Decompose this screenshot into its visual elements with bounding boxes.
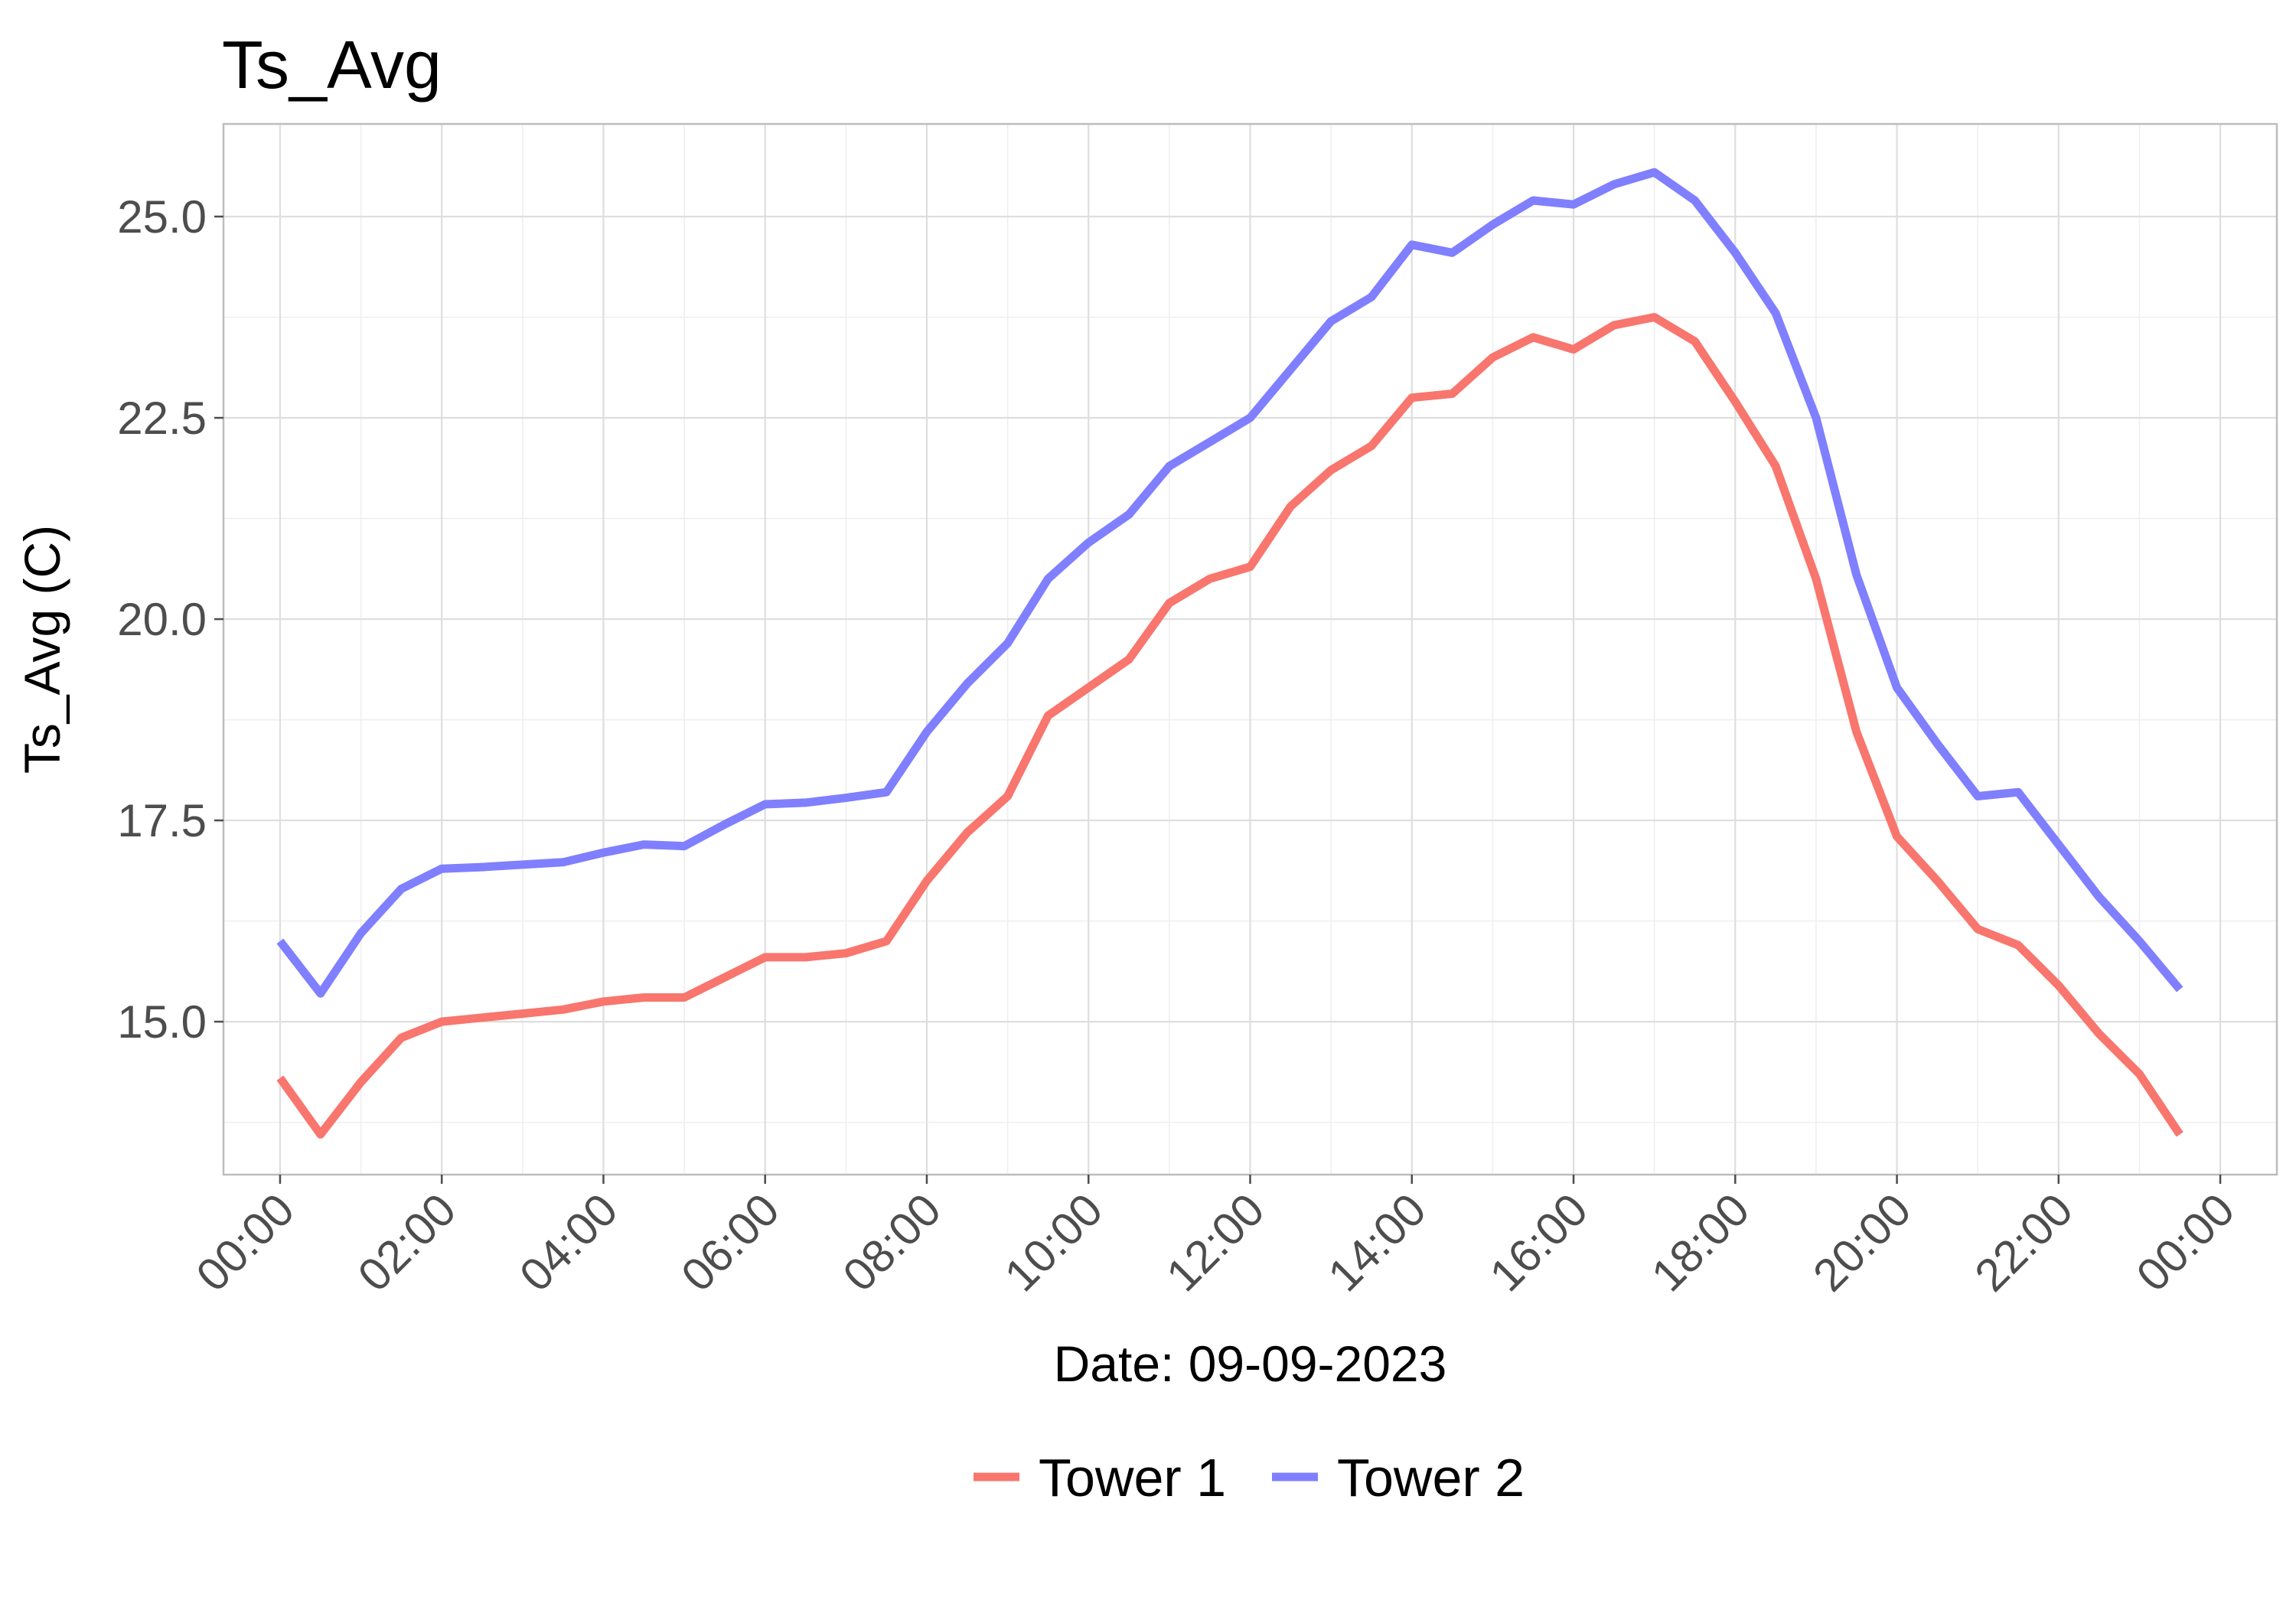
legend-label-2: Tower 2: [1337, 1448, 1525, 1508]
y-axis-label: Ts_Avg (C): [14, 525, 70, 774]
series-line-1: [276, 313, 2183, 1139]
grid: [223, 124, 2277, 1175]
x-tick-label: 02:00: [348, 1184, 466, 1302]
chart-title: Ts_Avg: [222, 27, 442, 103]
axis-ticks: 15.0 17.5 20.0 22.5 25.0 00:00 02:00 04:00 06:00…: [117, 191, 2244, 1301]
legend-label-1: Tower 1: [1039, 1448, 1226, 1508]
x-tick-label: 16:00: [1480, 1184, 1598, 1302]
y-tick-label: 20.0: [117, 594, 207, 645]
y-tick-label: 25.0: [117, 191, 207, 243]
x-tick-label: 18:00: [1642, 1184, 1760, 1302]
legend: Tower 1 Tower 2: [974, 1448, 1525, 1508]
x-tick-label: 04:00: [510, 1184, 628, 1302]
x-tick-label: 06:00: [671, 1184, 789, 1302]
y-tick-label: 15.0: [117, 996, 207, 1048]
x-tick-label: 22:00: [1965, 1184, 2082, 1302]
x-tick-label: 20:00: [1803, 1184, 1921, 1302]
y-tick-label: 22.5: [117, 393, 207, 444]
x-tick-label: 00:00: [187, 1184, 305, 1302]
x-tick-label: 14:00: [1318, 1184, 1436, 1302]
x-tick-label: 12:00: [1156, 1184, 1274, 1302]
x-tick-label: 00:00: [2127, 1184, 2245, 1302]
x-tick-label: 10:00: [995, 1184, 1113, 1302]
series-group: [276, 168, 2183, 1139]
series-line-2: [276, 168, 2183, 998]
y-tick-label: 17.5: [117, 795, 207, 846]
x-tick-label: 08:00: [833, 1184, 951, 1302]
x-axis-label: Date: 09-09-2023: [1054, 1335, 1447, 1392]
